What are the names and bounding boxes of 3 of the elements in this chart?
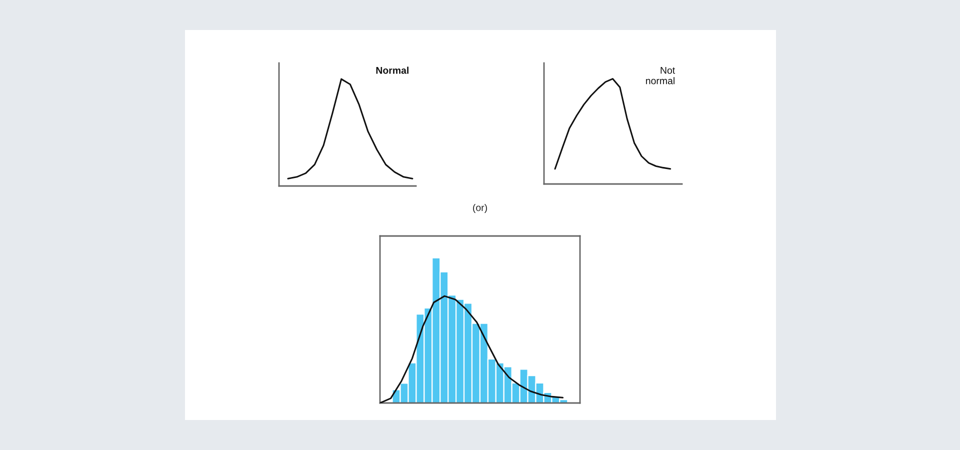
text: Normal <box>376 66 408 74</box>
annotation: Not normal <box>646 66 676 84</box>
chart-title: (or) <box>473 204 487 214</box>
